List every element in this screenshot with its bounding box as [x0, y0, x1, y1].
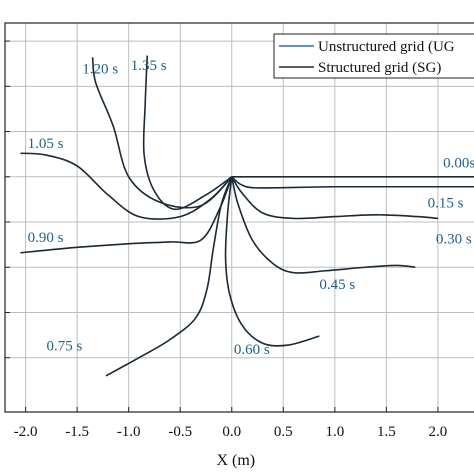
x-tick-label: 2.0 — [429, 424, 448, 440]
legend: Unstructured grid (UG Structured grid (S… — [273, 33, 474, 79]
time-label-135: 1.35 s — [131, 58, 167, 74]
x-tick-label: 1.5 — [377, 424, 396, 440]
legend-label-ug: Unstructured grid (UG — [318, 39, 455, 55]
time-label-015: 0.15 s — [428, 196, 464, 212]
x-ticks: -2.0-1.5-1.0-0.50.00.51.01.52.02 — [5, 40, 448, 440]
sg-curve-030 — [231, 176, 438, 220]
sg-curve-135 — [142, 55, 233, 211]
sg-curve-090 — [20, 176, 233, 254]
sg-curve-015 — [231, 176, 474, 189]
time-labels: 0.00s 0.15 s 0.30 s 0.45 s 0.60 s 0.75 s 0.90 … — [28, 58, 474, 358]
x-tick-label: -1.5 — [65, 424, 89, 440]
legend-label-sg: Structured grid (SG) — [318, 60, 441, 76]
x-tick-label: 0.5 — [274, 424, 293, 440]
time-label-060: 0.60 s — [234, 342, 270, 358]
x-axis-label: X (m) — [216, 452, 255, 469]
ug-curve-120 — [92, 57, 233, 209]
x-tick-label: -0.5 — [168, 424, 192, 440]
sg-curve-060 — [224, 176, 320, 347]
time-label-075: 0.75 s — [46, 338, 82, 354]
sg-curve-120 — [91, 57, 233, 209]
sg-curve-105 — [20, 152, 233, 220]
time-label-045: 0.45 s — [319, 277, 355, 293]
time-label-090: 0.90 s — [28, 230, 64, 246]
x-tick-label: 0.0 — [222, 424, 241, 440]
x-tick-label: 1.0 — [325, 424, 344, 440]
x-tick-label: -1.0 — [117, 424, 141, 440]
legend-box — [273, 33, 474, 79]
series-group — [20, 55, 474, 377]
time-label-105: 1.05 s — [28, 136, 64, 152]
time-label-120: 1.20 s — [82, 62, 118, 78]
sg-curve-045 — [230, 176, 416, 274]
x-tick-label: -2.0 — [14, 424, 38, 440]
plot-frame — [4, 22, 474, 413]
time-label-030: 0.30 s — [436, 232, 472, 248]
time-label-000: 0.00s — [443, 156, 474, 172]
ug-curve-045 — [231, 176, 416, 274]
